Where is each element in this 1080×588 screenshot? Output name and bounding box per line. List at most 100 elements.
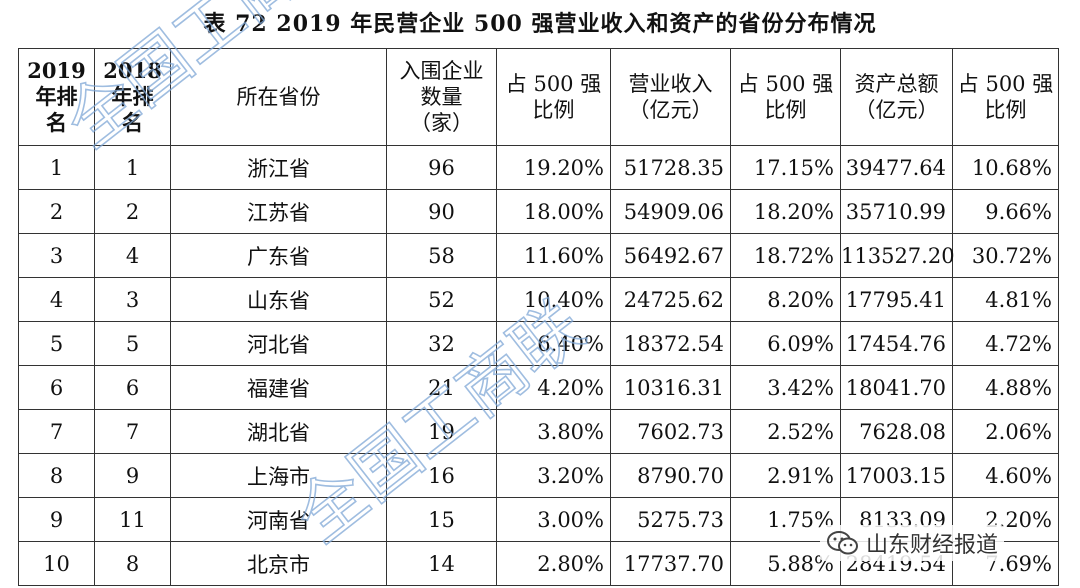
table-row: 7 7 湖北省 19 3.80% 7602.73 2.52% 7628.08 2.06% bbox=[18, 409, 1059, 454]
table-cell: 4.60% bbox=[952, 453, 1059, 498]
table-cell: 58 bbox=[386, 233, 497, 278]
table-cell: 8.20% bbox=[730, 277, 841, 322]
table-cell: 6.09% bbox=[730, 321, 841, 366]
table-cell: 51728.35 bbox=[610, 145, 731, 190]
column-header: 占 500 强 比例 bbox=[496, 48, 611, 146]
table-cell: 11.60% bbox=[496, 233, 611, 278]
table-row: 4 3 山东省 52 10.40% 24725.62 8.20% 17795.41 4.81% bbox=[18, 277, 1059, 322]
table-cell: 9 bbox=[94, 453, 171, 498]
table-cell: 4.81% bbox=[952, 277, 1059, 322]
column-header: 占 500 强 比例 bbox=[730, 48, 841, 146]
table-cell: 6 bbox=[18, 365, 95, 410]
table-cell: 8 bbox=[94, 541, 171, 586]
table-cell: 17737.70 bbox=[610, 541, 731, 586]
table-body: 1 1 浙江省 96 19.20% 51728.35 17.15% 39477.64 10.68… bbox=[18, 145, 1059, 586]
table-cell: 福建省 bbox=[170, 365, 387, 410]
table-cell: 10.68% bbox=[952, 145, 1059, 190]
table-row: 1 1 浙江省 96 19.20% 51728.35 17.15% 39477.64 10.68… bbox=[18, 145, 1059, 190]
table-cell: 9 bbox=[18, 497, 95, 542]
table-cell: 4.88% bbox=[952, 365, 1059, 410]
table-cell: 90 bbox=[386, 189, 497, 234]
table-cell: 4.72% bbox=[952, 321, 1059, 366]
column-header: 2019 年排 名 bbox=[18, 48, 95, 146]
table-cell: 3.80% bbox=[496, 409, 611, 454]
table-cell: 30.72% bbox=[952, 233, 1059, 278]
wechat-label: 山东财经报道 bbox=[866, 533, 999, 558]
table-cell: 2.52% bbox=[730, 409, 841, 454]
table-cell: 4 bbox=[18, 277, 95, 322]
table-cell: 10316.31 bbox=[610, 365, 731, 410]
table-cell: 17795.41 bbox=[840, 277, 953, 322]
column-header: 占 500 强 比例 bbox=[952, 48, 1059, 146]
table-cell: 5 bbox=[94, 321, 171, 366]
table-cell: 16 bbox=[386, 453, 497, 498]
table-cell: 6 bbox=[94, 365, 171, 410]
table-cell: 江苏省 bbox=[170, 189, 387, 234]
table-cell: 2 bbox=[18, 189, 95, 234]
table-cell: 8790.70 bbox=[610, 453, 731, 498]
table-row: 5 5 河北省 32 6.40% 18372.54 6.09% 17454.76 4.72% bbox=[18, 321, 1059, 366]
table-cell: 18.72% bbox=[730, 233, 841, 278]
table-cell: 湖北省 bbox=[170, 409, 387, 454]
table-cell: 上海市 bbox=[170, 453, 387, 498]
table-cell: 广东省 bbox=[170, 233, 387, 278]
table-cell: 17.15% bbox=[730, 145, 841, 190]
table-cell: 3 bbox=[94, 277, 171, 322]
table-title: 表 72 2019 年民营企业 500 强营业收入和资产的省份分布情况 bbox=[203, 11, 877, 37]
table-cell: 7 bbox=[18, 409, 95, 454]
table-cell: 10.40% bbox=[496, 277, 611, 322]
table-cell: 浙江省 bbox=[170, 145, 387, 190]
table-cell: 3.00% bbox=[496, 497, 611, 542]
table-cell: 113527.20 bbox=[840, 233, 955, 278]
table-cell: 3 bbox=[18, 233, 95, 278]
table-cell: 2.91% bbox=[730, 453, 841, 498]
table-cell: 7602.73 bbox=[610, 409, 731, 454]
table-cell: 18372.54 bbox=[610, 321, 731, 366]
table-cell: 21 bbox=[386, 365, 497, 410]
table-row: 3 4 广东省 58 11.60% 56492.67 18.72% 113527.20 30.7… bbox=[18, 233, 1059, 278]
table-cell: 6.40% bbox=[496, 321, 611, 366]
table-cell: 3.42% bbox=[730, 365, 841, 410]
table-cell: 2 bbox=[94, 189, 171, 234]
table-cell: 39477.64 bbox=[840, 145, 953, 190]
table-cell: 35710.99 bbox=[840, 189, 953, 234]
table-row: 2 2 江苏省 90 18.00% 54909.06 18.20% 35710.99 9.66% bbox=[18, 189, 1059, 234]
column-header: 入围企业 数量 （家） bbox=[386, 48, 497, 146]
table-cell: 4.20% bbox=[496, 365, 611, 410]
table-cell: 1 bbox=[18, 145, 95, 190]
table-cell: 山东省 bbox=[170, 277, 387, 322]
table-cell: 10 bbox=[18, 541, 95, 586]
table-cell: 56492.67 bbox=[610, 233, 731, 278]
table-cell: 18041.70 bbox=[840, 365, 953, 410]
table-cell: 14 bbox=[386, 541, 497, 586]
table-cell: 9.66% bbox=[952, 189, 1059, 234]
table-cell: 18.00% bbox=[496, 189, 611, 234]
wechat-icon bbox=[827, 531, 858, 555]
table-cell: 52 bbox=[386, 277, 497, 322]
table-cell: 54909.06 bbox=[610, 189, 731, 234]
table-row: 8 9 上海市 16 3.20% 8790.70 2.91% 17003.15 4.60% bbox=[18, 453, 1059, 498]
table-cell: 32 bbox=[386, 321, 497, 366]
table-cell: 河北省 bbox=[170, 321, 387, 366]
table-cell: 北京市 bbox=[170, 541, 387, 586]
table-cell: 1 bbox=[94, 145, 171, 190]
column-header: 所在省份 bbox=[170, 48, 387, 146]
table-cell: 24725.62 bbox=[610, 277, 731, 322]
table-cell: 96 bbox=[386, 145, 497, 190]
province-distribution-table: 2019 年排 名 2018 年排 名所在省份 入围企业 数量 （家）占 500 强… bbox=[18, 48, 1059, 586]
table-cell: 18.20% bbox=[730, 189, 841, 234]
table-cell: 2.06% bbox=[952, 409, 1059, 454]
table-cell: 5275.73 bbox=[610, 497, 731, 542]
table-cell: 8 bbox=[18, 453, 95, 498]
table-cell: 17454.76 bbox=[840, 321, 953, 366]
table-cell: 5 bbox=[18, 321, 95, 366]
wechat-badge: 山东财经报道 bbox=[820, 525, 1005, 561]
table-cell: 15 bbox=[386, 497, 497, 542]
table-cell: 7628.08 bbox=[840, 409, 953, 454]
table-cell: 19 bbox=[386, 409, 497, 454]
header-row: 2019 年排 名 2018 年排 名所在省份 入围企业 数量 （家）占 500 强… bbox=[18, 48, 1059, 146]
column-header: 资产总额 （亿元） bbox=[840, 48, 953, 146]
table-cell: 河南省 bbox=[170, 497, 387, 542]
column-header: 营业收入 （亿元） bbox=[610, 48, 731, 146]
table-cell: 19.20% bbox=[496, 145, 611, 190]
